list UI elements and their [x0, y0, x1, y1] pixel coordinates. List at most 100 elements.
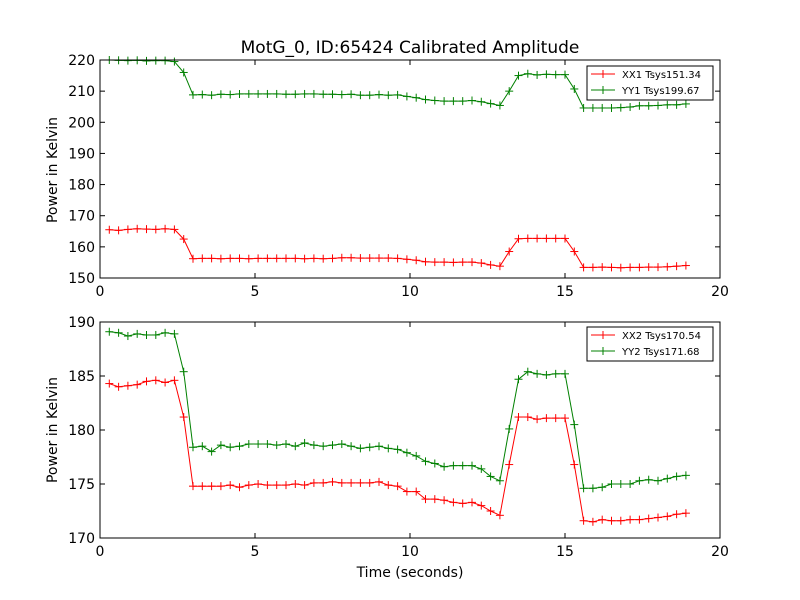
bottom-plot-legend-box [586, 326, 714, 362]
bottom-plot-series-2-point [309, 441, 318, 450]
top-plot-series-1-point [440, 258, 449, 267]
top-plot-series-2-point [291, 90, 300, 99]
bottom-plot-series-1-point [626, 515, 635, 524]
bottom-plot-series-2-point [570, 420, 579, 429]
bottom-plot-series-2-point [328, 441, 337, 450]
bottom-plot-series-2-point [263, 440, 272, 449]
bottom-plot-series-1-point [449, 498, 458, 507]
bottom-plot-series-2-point [644, 475, 653, 484]
top-plot-series-1-point [607, 263, 616, 272]
top-plot-series-2-point [384, 91, 393, 100]
top-plot-series-2-point [607, 103, 616, 112]
top-plot-legend-label-yy1: YY1 Tsys199.67 [621, 86, 700, 97]
bottom-plot-series-1-point [244, 481, 253, 490]
bottom-plot-series-1-point [533, 415, 542, 424]
bottom-plot-series-1-point [151, 376, 160, 385]
top-plot-series-2-point [123, 56, 132, 65]
bottom-plot-series-2-point [365, 443, 374, 452]
bottom-plot-xtick-label: 15 [556, 544, 574, 560]
bottom-plot-ytick-label: 185 [68, 369, 95, 385]
top-plot-legend-label-xx1: XX1 Tsys151.34 [622, 70, 701, 81]
bottom-plot-legend-label-yy2: YY2 Tsys171.68 [621, 347, 700, 358]
top-plot-series-2-point [170, 57, 179, 66]
top-plot-series-2-point [161, 56, 170, 65]
top-plot-series-1-point [216, 254, 225, 263]
bottom-plot-series-2-point [626, 480, 635, 488]
bottom-plot-series-2-point [607, 480, 616, 488]
top-plot-series-1-point [551, 234, 560, 243]
top-plot-series-2-point [663, 100, 672, 109]
bottom-plot-series-1-point [272, 481, 281, 490]
top-plot-series-2-point [681, 99, 690, 108]
top-plot-series-1-point [412, 256, 421, 265]
top-plot-series-2-point [226, 90, 235, 99]
bottom-plot-series-1-point [337, 478, 346, 487]
bottom-plot-series-2-point [226, 443, 235, 452]
top-plot-series-2-point [570, 84, 579, 93]
top-plot-series-1-point [495, 262, 504, 271]
top-plot-series-1-point [402, 255, 411, 264]
bottom-plot-series-2-point [533, 369, 542, 378]
bottom-plot-series-1-point [189, 482, 197, 491]
top-plot-series-1-point [254, 254, 263, 263]
top-plot-xtick-label: 10 [401, 284, 419, 300]
bottom-plot-series-1-point [179, 413, 188, 422]
top-plot-series-1-point [189, 254, 197, 263]
bottom-plot-series-1-point [161, 378, 170, 387]
top-plot-series-1-point [663, 262, 672, 271]
bottom-plot-legend-label-xx2: XX2 Tsys170.54 [622, 331, 701, 342]
bottom-plot-series-1-point [207, 482, 216, 491]
top-plot-series-2-point [421, 95, 430, 104]
bottom-plot-xtick-label: 5 [251, 544, 260, 560]
bottom-plot-series-1-point [561, 414, 569, 423]
top-plot-series-1-point [282, 254, 290, 263]
bottom-plot-series-2-point [663, 474, 672, 483]
top-plot-series-2-point [263, 89, 272, 98]
top-plot-ytick-label: 150 [68, 271, 95, 287]
bottom-plot-series-1-point [514, 413, 523, 422]
bottom-plot-series-2-point [384, 444, 393, 453]
bottom-plot-series-2-point [468, 461, 476, 470]
bottom-plot-series-2-point [282, 440, 290, 449]
bottom-plot-series-1-point [235, 483, 244, 492]
top-plot-series-2-point [356, 91, 365, 100]
bottom-plot-ytick-label: 170 [68, 531, 95, 547]
top-plot-series-1-point [393, 254, 402, 263]
top-plot-series-1-point [626, 263, 635, 272]
top-plot-series-2-point [216, 90, 225, 99]
top-plot-series-2-point [533, 70, 542, 79]
top-plot-series-1-point [365, 254, 374, 263]
top-plot-series-1-point [375, 254, 383, 263]
top-plot-series-1-point [179, 235, 188, 244]
top-plot-series-1-point [198, 254, 207, 263]
bottom-plot-series-2-point [105, 327, 114, 336]
top-plot-series-1-point [561, 234, 569, 243]
top-plot-ytick-label: 180 [68, 178, 95, 194]
bottom-plot-series-2-point [598, 483, 607, 492]
top-plot-series-1-point [588, 263, 597, 272]
top-plot-series-1-point [142, 225, 151, 234]
bottom-plot-series-2-point [561, 369, 569, 378]
top-plot-series-1-point [105, 225, 114, 234]
bottom-plot-series-1-point [254, 480, 263, 488]
bottom-plot-series-1-point [616, 516, 625, 525]
top-plot-ytick-label: 200 [68, 115, 95, 131]
bottom-plot-series-2-point [123, 332, 132, 341]
top-plot-series-1-point [672, 262, 681, 271]
top-plot-legend-box [586, 65, 714, 101]
bottom-plot-series-2-point [654, 476, 662, 485]
top-plot-series-1-point [244, 254, 253, 263]
bottom-plot-series-2-point [505, 424, 514, 433]
bottom-plot-series-1-point [402, 487, 411, 496]
top-plot-legend: XX1 Tsys151.34 YY1 Tsys199.67 [586, 65, 714, 101]
bottom-plot: Power in Kelvin Time (seconds) XX2 Tsys1… [45, 315, 729, 581]
bottom-plot-series-2-point [402, 448, 411, 457]
bottom-plot-series-1-point [681, 509, 690, 518]
top-plot-xtick-label: 15 [556, 284, 574, 300]
bottom-plot-series-1-point [644, 514, 653, 523]
top-plot-series-1-point [542, 234, 551, 243]
top-plot-series-2-point [179, 68, 188, 77]
top-plot-series-1-point [505, 247, 514, 256]
bottom-plot-series-1-point [226, 481, 235, 490]
